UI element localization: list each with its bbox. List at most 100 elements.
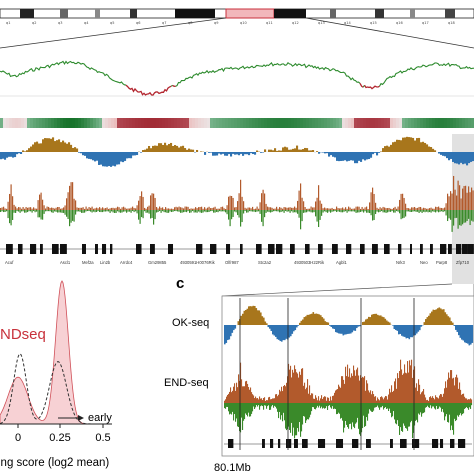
okseq-bar [190, 149, 193, 152]
endseq-c-bar-up [334, 392, 336, 403]
endseq-c-bar-down [239, 403, 241, 432]
endseq-bar-up [4, 208, 6, 210]
endseq-bar-up [283, 207, 285, 210]
endseq-bar-up [33, 207, 35, 210]
endseq-c-bar-up [241, 379, 243, 403]
okseq-bar [40, 143, 43, 152]
heatmap-cell [267, 118, 271, 128]
endseq-c-bar-up [325, 396, 327, 403]
endseq-c-bar-up [226, 396, 228, 403]
gene-c-block [262, 439, 265, 448]
endseq-bar-up [51, 207, 53, 210]
endseq-c-bar-down [359, 403, 361, 435]
okseq-bar [324, 152, 327, 154]
endseq-bar-down [378, 210, 380, 213]
endseq-bar-down [301, 210, 303, 222]
endseq-bar-down [445, 210, 447, 216]
endseq-c-bar-up [297, 373, 299, 403]
endseq-c-bar-down [289, 403, 291, 431]
endseq-c-bar-down [380, 403, 382, 408]
endseq-bar-up [379, 207, 381, 210]
endseq-bar-down [375, 210, 377, 215]
okseq-bar [122, 152, 125, 163]
endseq-bar-up [130, 207, 132, 210]
okseq-c-bar [323, 318, 325, 325]
okseq-bar [354, 152, 357, 164]
endseq-bar-down [202, 210, 204, 213]
endseq-bar-down [132, 210, 134, 212]
okseq-bar [110, 152, 113, 167]
endseq-c-bar-up [270, 399, 272, 403]
endseq-c-bar-down [466, 403, 468, 408]
endseq-bar-up [307, 208, 309, 210]
endseq-c-bar-down [442, 403, 444, 410]
endseq-c-bar-up [375, 396, 377, 403]
okseq-c-bar [260, 312, 262, 325]
endseq-c-bar-up [277, 396, 279, 403]
endseq-bar-up [174, 207, 176, 210]
endseq-c-bar-up [246, 380, 248, 403]
okseq-c-bar [257, 310, 259, 325]
okseq-bar [278, 150, 281, 152]
endseq-bar-up [216, 208, 218, 210]
endseq-c-bar-up [447, 379, 449, 403]
okseq-bar [322, 152, 325, 153]
endseq-c-bar-up [245, 381, 247, 403]
okseq-bar [350, 152, 353, 161]
endseq-bar-up [238, 193, 240, 210]
endseq-bar-up [114, 208, 116, 210]
endseq-c-bar-up [275, 394, 277, 403]
okseq-c-bar [332, 325, 334, 329]
endseq-c-bar-up [250, 387, 252, 403]
endseq-bar-up [235, 207, 237, 210]
endseq-c-bar-up [369, 392, 371, 403]
endseq-bar-down [60, 210, 62, 213]
endseq-bar-down [328, 210, 330, 212]
endseq-c-bar-down [396, 403, 398, 425]
replication-curve-late [126, 68, 474, 95]
endseq-c-bar-down [365, 403, 367, 426]
endseq-c-bar-up [356, 369, 358, 403]
okseq-bar [116, 152, 119, 165]
endseq-c-bar-up [324, 396, 326, 403]
endseq-bar-up [127, 208, 129, 210]
endseq-c-bar-down [235, 403, 237, 422]
okseq-bar [364, 152, 367, 161]
endseq-bar-up [273, 208, 275, 210]
endseq-bar-down [337, 210, 339, 212]
endseq-bar-up [178, 206, 180, 210]
endseq-bar-up [100, 208, 102, 210]
okseq-c-bar [411, 325, 414, 338]
endseq-c-bar-up [258, 399, 260, 403]
endseq-bar-down [93, 210, 95, 212]
endseq-bar-up [90, 207, 92, 210]
heatmap-cell [297, 118, 301, 128]
endseq-bar-up [225, 208, 227, 210]
endseq-bar-down [240, 210, 242, 227]
endseq-c-bar-up [296, 372, 298, 403]
endseq-c-bar-down [445, 403, 447, 417]
endseq-bar-up [211, 207, 213, 210]
heatmap-cell [288, 118, 292, 128]
endseq-c-bar-down [429, 403, 431, 408]
band-label: q16 [396, 21, 403, 25]
density-curve-dashed [0, 353, 110, 425]
endseq-c-bar-down [350, 403, 352, 424]
endseq-c-bar-up [392, 391, 394, 403]
heatmap-cell [414, 118, 418, 128]
endseq-c-bar-down [385, 403, 387, 408]
endseq-bar-up [415, 208, 417, 210]
heatmap-cell [369, 118, 373, 128]
endseq-c-bar-up [336, 389, 338, 403]
endseq-c-bar-up [456, 374, 458, 403]
gene-block [82, 244, 86, 254]
okseq-bar [172, 145, 175, 152]
endseq-bar-down [315, 210, 317, 217]
endseq-bar-down [228, 210, 230, 220]
gene-c-block [412, 439, 420, 448]
okseq-c-bar [347, 325, 349, 334]
gene-label: 4930591H0076Rik [180, 260, 216, 265]
endseq-c-bar-down [361, 403, 363, 433]
endseq-c-bar-up [273, 398, 275, 403]
okseq-bar [408, 137, 411, 152]
